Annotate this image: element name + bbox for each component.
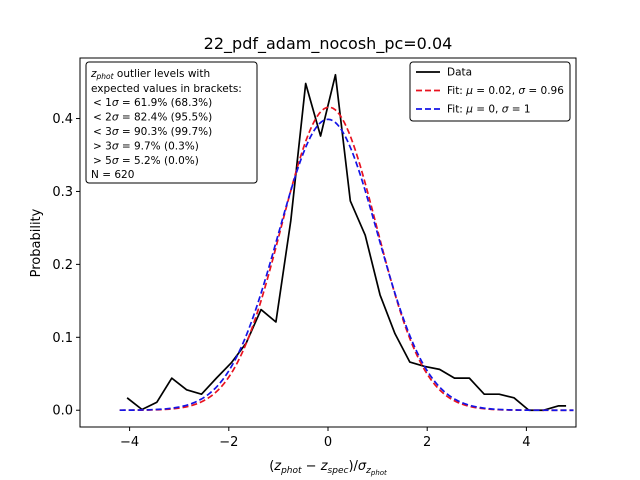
x-tick-label: 0 (324, 435, 332, 450)
annotation-title: zphot outlier levels with (90, 68, 210, 81)
legend: Data Fit: μ = 0.02, σ = 0.96 Fit: μ = 0, σ… (409, 61, 571, 122)
y-tick-label: 0.4 (52, 112, 73, 127)
series-line-1 (126, 73, 567, 412)
y-tick-label: 0.3 (52, 185, 73, 200)
annotation-level-line: < 3σ = 90.3% (99.7%) (93, 126, 212, 138)
y-tick-label: 0.2 (52, 258, 73, 273)
series-line-3 (119, 118, 574, 412)
annotation-frame (85, 61, 258, 184)
legend-label-1: Data (447, 67, 472, 79)
annotation-box: zphot outlier levels with expected value… (85, 61, 258, 184)
chart-title: 22_pdf_adam_nocosh_pc=0.04 (204, 34, 453, 54)
plot-frame (79, 57, 577, 428)
annotation-level-line: < 1σ = 61.9% (68.3%) (93, 97, 212, 109)
x-axis-label: (zphot − zspec)/σzphot (269, 459, 387, 477)
y-tick-label: 0.1 (52, 331, 73, 346)
y-axis-label: Probability (29, 208, 44, 277)
annotation-count: N = 620 (91, 169, 134, 181)
annotation-level-line: > 3σ = 9.7% (0.3%) (93, 141, 199, 153)
y-tick-label: 0.0 (52, 404, 73, 419)
x-tick-label: 2 (423, 435, 431, 450)
annotation-level-line: < 2σ = 82.4% (95.5%) (93, 112, 212, 124)
legend-label-3: Fit: μ = 0, σ = 1 (447, 104, 531, 116)
x-tick-label: 4 (522, 435, 530, 450)
annotation-level-line: > 5σ = 5.2% (0.0%) (93, 155, 199, 167)
legend-label-2: Fit: μ = 0.02, σ = 0.96 (447, 85, 564, 97)
annotation-subtitle: expected values in brackets: (91, 83, 242, 95)
x-tick-label: −4 (120, 435, 139, 450)
legend-frame (409, 61, 571, 122)
x-axis-ticks: −4 −2 0 2 4 (120, 427, 531, 450)
x-tick-label: −2 (219, 435, 238, 450)
y-axis-ticks: 0.0 0.1 0.2 0.3 0.4 (52, 112, 80, 419)
